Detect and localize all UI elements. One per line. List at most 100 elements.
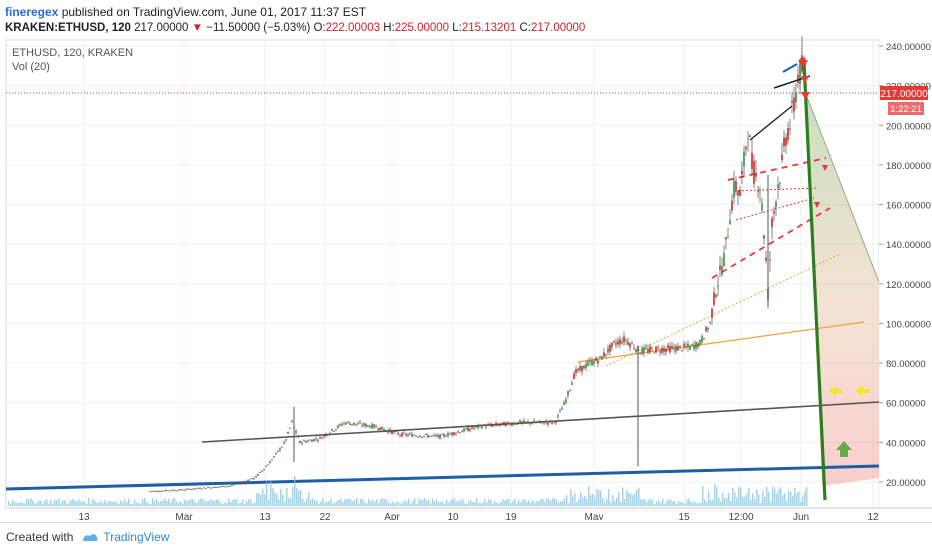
candle-body [463, 428, 465, 432]
volume-bar [398, 502, 400, 506]
candle-body [543, 423, 545, 425]
candle-body [247, 479, 249, 481]
volume-bar [610, 502, 612, 506]
candle-body [173, 490, 175, 491]
candle-body [295, 430, 297, 433]
candle-body [515, 424, 517, 425]
candle-body [799, 60, 801, 84]
volume-bar [56, 500, 58, 506]
candle-body [667, 345, 669, 348]
candle-body [185, 489, 187, 490]
candle-body [505, 422, 507, 427]
volume-bar [22, 502, 24, 506]
volume-bar [466, 503, 468, 506]
volume-bar [780, 487, 782, 506]
candle-body [647, 349, 649, 353]
candle-body [507, 421, 509, 423]
trendline-blue-top [782, 63, 798, 73]
volume-bar [96, 503, 98, 506]
candle-body [781, 154, 783, 160]
time-tick-label: 22 [319, 512, 331, 520]
volume-bar [712, 499, 714, 506]
volume-bar [768, 491, 770, 506]
volume-bar [370, 501, 372, 506]
volume-bar [452, 498, 454, 506]
candle-body [733, 180, 735, 198]
candle-body [671, 346, 673, 349]
volume-bar [438, 502, 440, 506]
volume-bar [236, 499, 238, 506]
volume-bar [710, 499, 712, 506]
candle-body [533, 420, 535, 423]
volume-bar [162, 500, 164, 506]
candle-body [633, 348, 635, 350]
volume-bar [252, 503, 254, 506]
candle-body [747, 138, 749, 140]
volume-bar [724, 498, 726, 506]
time-tick-label: 12:00 [728, 512, 753, 520]
volume-bar [650, 499, 652, 506]
volume-bar [378, 503, 380, 506]
volume-bar [562, 501, 564, 506]
candle-body [775, 201, 777, 208]
candle-body [213, 486, 215, 488]
candle-body [519, 420, 521, 424]
volume-bar [622, 487, 624, 506]
symbol-name[interactable]: KRAKEN:ETHUSD, 120 [5, 22, 131, 34]
candle-body [635, 349, 637, 352]
candle-body [553, 420, 555, 423]
candle-body [657, 347, 659, 349]
volume-bar [560, 501, 562, 506]
price-chart[interactable]: 240.00000220.00000200.00000180.00000160.… [0, 35, 932, 523]
candle-body [177, 490, 179, 491]
tradingview-logo-icon [83, 533, 99, 541]
candle-body [263, 468, 265, 470]
time-tick-label: 10 [447, 512, 459, 520]
volume-bar [644, 499, 646, 506]
candle-body [381, 426, 383, 430]
volume-bar [86, 503, 88, 506]
candle-body [431, 435, 433, 437]
volume-bar [492, 503, 494, 506]
candle-body [739, 189, 741, 197]
candle-body [419, 436, 421, 437]
volume-bar [448, 502, 450, 506]
candle-body [301, 442, 303, 444]
volume-bar [536, 501, 538, 506]
time-axis-labels: 13 Mar 13 22 Apr 10 19 May 15 12:00 Jun 12 [78, 512, 879, 523]
volume-bar [104, 500, 106, 506]
candle-body [151, 491, 153, 493]
candle-body [567, 391, 569, 396]
volume-bar [320, 501, 322, 506]
candle-body [181, 489, 183, 491]
volume-bar [150, 503, 152, 506]
volume-bar [270, 481, 272, 506]
volume-bar [154, 501, 156, 506]
candle-body [611, 342, 613, 347]
candle-body [753, 160, 755, 184]
volume-bar [332, 503, 334, 506]
candle-body [603, 352, 605, 357]
volume-bar [230, 501, 232, 506]
volume-bar [122, 502, 124, 506]
candle-body [171, 489, 173, 491]
candle-body [309, 439, 311, 441]
price-tick-label: 20.00000 [886, 478, 926, 489]
candle-body [499, 424, 501, 426]
volume-bar [158, 501, 160, 506]
chart-area[interactable]: 240.00000220.00000200.00000180.00000160.… [0, 35, 932, 523]
volume-bar [170, 503, 172, 506]
tradingview-brand-link[interactable]: TradingView [103, 529, 170, 544]
volume-bar [18, 503, 20, 506]
volume-bar [548, 498, 550, 506]
author-link[interactable]: fineregex [5, 5, 59, 19]
candle-body [741, 170, 743, 175]
volume-bar [590, 494, 592, 506]
volume-bar [564, 498, 566, 506]
volume-bar [358, 503, 360, 506]
volume-bar [494, 501, 496, 506]
candle-body [349, 423, 351, 425]
candle-body [629, 343, 631, 348]
volume-bar [140, 503, 142, 506]
candle-body [539, 420, 541, 422]
